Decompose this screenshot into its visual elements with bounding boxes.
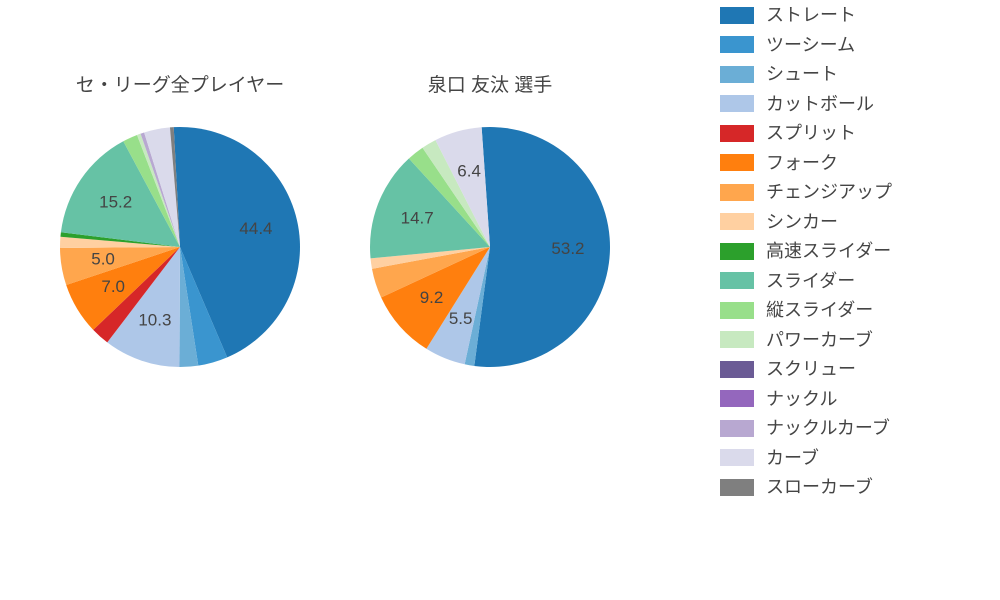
legend-swatch [720, 361, 754, 378]
pie-slice [474, 127, 610, 367]
pie-slice-label: 5.0 [91, 249, 115, 268]
legend-item: ナックル [720, 390, 988, 408]
legend-label: フォーク [766, 154, 838, 172]
legend-label: チェンジアップ [766, 183, 892, 201]
legend-label: ツーシーム [766, 36, 855, 54]
legend-swatch [720, 7, 754, 24]
legend-swatch [720, 213, 754, 230]
pie-slice-label: 10.3 [138, 310, 171, 329]
legend-label: シンカー [766, 213, 838, 231]
legend-item: スローカーブ [720, 478, 988, 496]
legend-label: スクリュー [766, 360, 856, 378]
legend-item: シュート [720, 65, 988, 83]
legend-item: フォーク [720, 154, 988, 172]
pie-slice-label: 14.7 [401, 209, 434, 228]
pie-slice-label: 7.0 [101, 277, 125, 296]
legend-label: ストレート [766, 6, 856, 24]
legend-swatch [720, 449, 754, 466]
pie-title: セ・リーグ全プレイヤー [50, 70, 310, 97]
pie-slice-label: 5.5 [449, 309, 473, 328]
legend-swatch [720, 184, 754, 201]
chart-area: セ・リーグ全プレイヤー 44.4 10.3 7.0 5.0 15.2 泉口 友汰 選手 53.… [0, 0, 680, 600]
legend-item: 高速スライダー [720, 242, 988, 260]
pie-slice-label: 15.2 [99, 192, 132, 211]
legend-swatch [720, 66, 754, 83]
legend-swatch [720, 479, 754, 496]
legend-label: 高速スライダー [766, 242, 891, 260]
figure: セ・リーグ全プレイヤー 44.4 10.3 7.0 5.0 15.2 泉口 友汰 選手 53.… [0, 0, 1000, 600]
legend-item: カーブ [720, 449, 988, 467]
legend-swatch [720, 36, 754, 53]
legend-swatch [720, 125, 754, 142]
legend-item: ツーシーム [720, 36, 988, 54]
legend-item: ナックルカーブ [720, 419, 988, 437]
legend-label: スライダー [766, 272, 855, 290]
pie-svg: 53.2 5.5 9.2 14.7 6.4 [368, 125, 612, 369]
legend-item: シンカー [720, 213, 988, 231]
legend-label: スローカーブ [766, 478, 873, 496]
pie-title: 泉口 友汰 選手 [360, 70, 620, 97]
pie-chart: 泉口 友汰 選手 53.2 5.5 9.2 14.7 6.4 [360, 70, 620, 369]
legend-item: 縦スライダー [720, 301, 988, 319]
legend-swatch [720, 390, 754, 407]
legend-item: スライダー [720, 272, 988, 290]
legend-label: 縦スライダー [766, 301, 873, 319]
legend-item: カットボール [720, 95, 988, 113]
pie-slice-label: 44.4 [239, 219, 272, 238]
legend-label: カットボール [766, 95, 874, 113]
legend-item: スクリュー [720, 360, 988, 378]
legend-item: ストレート [720, 6, 988, 24]
legend-swatch [720, 420, 754, 437]
legend-swatch [720, 272, 754, 289]
legend-swatch [720, 95, 754, 112]
legend-label: シュート [766, 65, 838, 83]
legend-swatch [720, 243, 754, 260]
pie-slice-label: 6.4 [457, 161, 481, 180]
pie-slice-label: 9.2 [420, 288, 444, 307]
legend-swatch [720, 331, 754, 348]
pie-svg: 44.4 10.3 7.0 5.0 15.2 [58, 125, 302, 369]
legend-label: カーブ [766, 449, 819, 467]
legend-label: ナックルカーブ [766, 419, 890, 437]
legend-item: チェンジアップ [720, 183, 988, 201]
legend-item: スプリット [720, 124, 988, 142]
legend-label: ナックル [766, 390, 837, 408]
legend-label: スプリット [766, 124, 856, 142]
legend-swatch [720, 154, 754, 171]
pie-slice-label: 53.2 [551, 239, 584, 258]
legend-swatch [720, 302, 754, 319]
legend-item: パワーカーブ [720, 331, 988, 349]
legend-label: パワーカーブ [766, 331, 873, 349]
legend: ストレートツーシームシュートカットボールスプリットフォークチェンジアップシンカー… [700, 0, 1000, 600]
pie-chart: セ・リーグ全プレイヤー 44.4 10.3 7.0 5.0 15.2 [50, 70, 310, 369]
